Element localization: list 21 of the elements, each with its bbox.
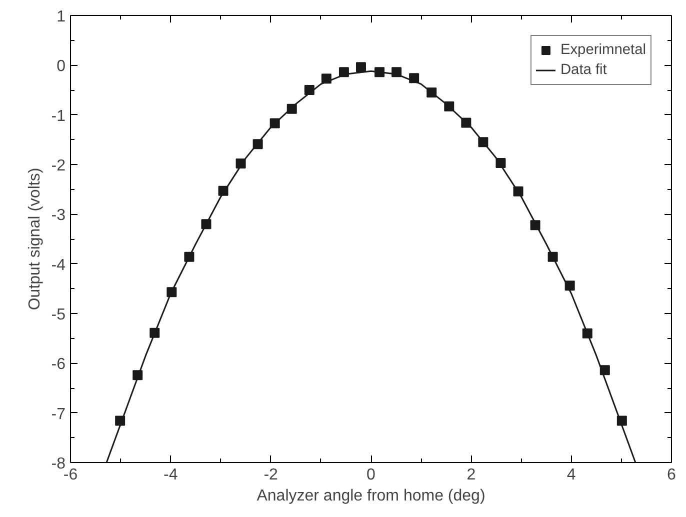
y-tick-label: -7 (51, 406, 66, 423)
x-tick-label: 0 (366, 466, 376, 484)
x-tick-label: 2 (466, 466, 476, 484)
y-tick-label: -3 (51, 207, 66, 224)
x-tick-label: 6 (667, 466, 676, 484)
y-tick-label: -8 (51, 456, 66, 472)
y-tick-label: -2 (51, 158, 66, 174)
x-axis-title: Analyzer angle from home (deg) (256, 488, 486, 504)
y-tick-label: 1 (56, 8, 66, 26)
y-tick-label: -4 (51, 256, 66, 274)
x-tick-label: -4 (164, 466, 178, 484)
legend-label: Data fit (560, 62, 607, 78)
legend-label: Experimnetal (560, 42, 646, 58)
y-axis-title: Output signal (volts) (26, 168, 44, 310)
y-tick-label: -5 (51, 306, 66, 324)
x-tick-label: -2 (264, 466, 278, 484)
y-tick-label: -6 (51, 356, 66, 374)
y-tick-label: 0 (56, 58, 66, 76)
y-tick-label: -1 (51, 108, 66, 125)
x-tick-label: 4 (566, 466, 576, 484)
point (356, 62, 366, 72)
